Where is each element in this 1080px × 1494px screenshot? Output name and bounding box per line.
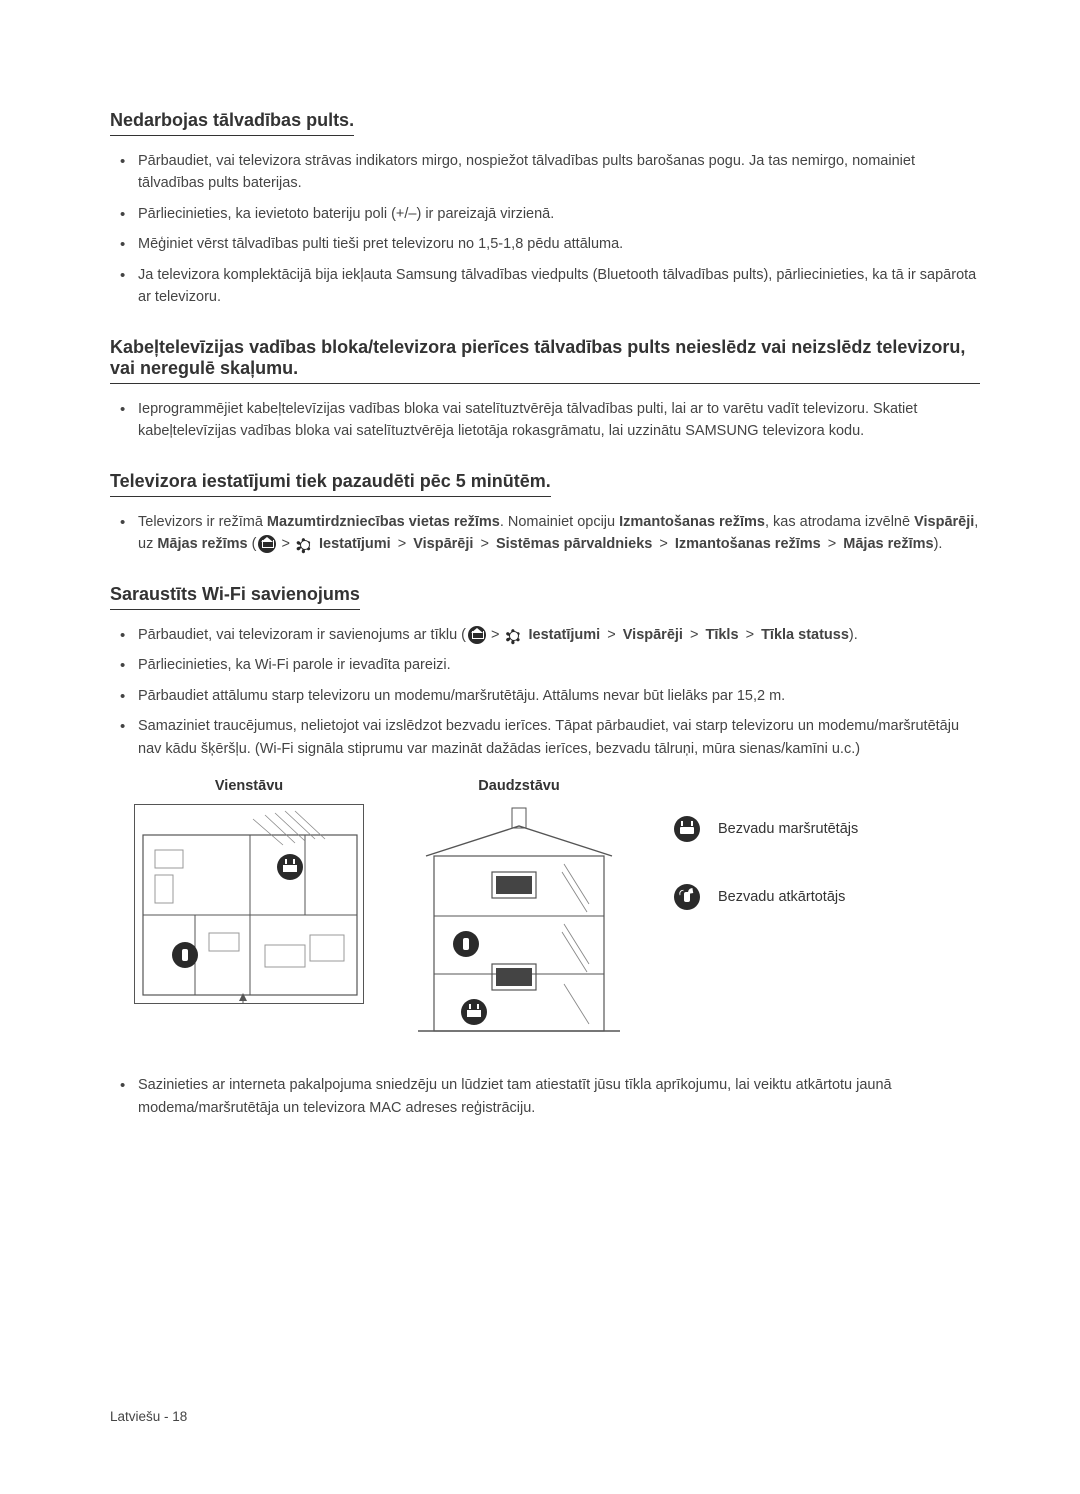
bold-text: Vispārēji [914,514,974,530]
bold-text: Mazumtirdzniecības vietas režīms [267,514,500,530]
building-svg [404,804,634,1039]
text: ). [934,536,943,552]
bullet-list: Ieprogrammējiet kabeļtelevīzijas vadības… [110,398,980,443]
diagrams-row: Vienstāvu [134,778,980,1044]
floorplan-svg [134,804,364,1004]
section-heading: Saraustīts Wi-Fi savienojums [110,584,360,610]
bold-text: Izmantošanas režīms [619,514,765,530]
separator: > [659,536,667,552]
separator: > [746,627,754,643]
list-item: Ja televizora komplektācijā bija iekļaut… [138,264,980,309]
list-item: Pārbaudiet attālumu starp televizoru un … [138,685,980,707]
text: . Nomainiet opciju [500,514,619,530]
legend-item: Bezvadu maršrutētājs [674,816,858,842]
text: Pārbaudiet, vai televizoram ir savienoju… [138,627,466,643]
nav-item: Vispārēji [413,536,473,552]
list-item: Pārbaudiet, vai televizora strāvas indik… [138,150,980,195]
single-story-diagram: Vienstāvu [134,778,364,1009]
page-footer: Latviešu - 18 [110,1409,187,1424]
gear-icon [504,626,522,644]
text: , kas atrodama izvēlnē [765,514,914,530]
separator: > [281,536,289,552]
multi-story-diagram: Daudzstāvu [404,778,634,1044]
nav-item: Sistēmas pārvaldnieks [496,536,652,552]
legend-label: Bezvadu maršrutētājs [718,821,858,837]
list-item: Mēģiniet vērst tālvadības pulti tieši pr… [138,233,980,255]
diagram-label: Vienstāvu [134,778,364,794]
bullet-list: Pārbaudiet, vai televizoram ir savienoju… [110,624,980,760]
legend-label: Bezvadu atkārtotājs [718,889,845,905]
wifi-section: Saraustīts Wi-Fi savienojums Pārbaudiet,… [110,584,980,1119]
section-heading: Kabeļtelevīzijas vadības bloka/televizor… [110,337,980,384]
legend-item: Bezvadu atkārtotājs [674,884,858,910]
list-item: Pārliecinieties, ka Wi-Fi parole ir ieva… [138,654,980,676]
router-icon [674,816,700,842]
text: ). [849,627,858,643]
bullet-list: Sazinieties ar interneta pakalpojuma sni… [110,1074,980,1119]
text: Televizors ir režīmā [138,514,267,530]
section-heading: Nedarbojas tālvadības pults. [110,110,354,136]
diagram-label: Daudzstāvu [404,778,634,794]
repeater-icon [674,884,700,910]
separator: > [398,536,406,552]
list-item: Samaziniet traucējumus, nelietojot vai i… [138,715,980,760]
nav-item: Iestatījumi [319,536,391,552]
bold-text: Mājas režīms [157,536,247,552]
list-item: Pārliecinieties, ka ievietoto bateriju p… [138,203,980,225]
nav-item: Izmantošanas režīms [675,536,821,552]
gear-icon [295,535,313,553]
separator: > [480,536,488,552]
nav-item: Tīkls [705,627,738,643]
remote-not-working-section: Nedarbojas tālvadības pults. Pārbaudiet,… [110,110,980,309]
cable-box-section: Kabeļtelevīzijas vadības bloka/televizor… [110,337,980,443]
separator: > [690,627,698,643]
list-item: Pārbaudiet, vai televizoram ir savienoju… [138,624,980,646]
section-heading: Televizora iestatījumi tiek pazaudēti pē… [110,471,551,497]
bullet-list: Televizors ir režīmā Mazumtirdzniecības … [110,511,980,556]
nav-item: Iestatījumi [529,627,601,643]
list-item: Ieprogrammējiet kabeļtelevīzijas vadības… [138,398,980,443]
separator: > [607,627,615,643]
text: ( [248,536,257,552]
list-item: Televizors ir režīmā Mazumtirdzniecības … [138,511,980,556]
nav-item: Vispārēji [623,627,683,643]
home-icon [468,626,486,644]
separator: > [491,627,499,643]
nav-item: Mājas režīms [843,536,933,552]
legend: Bezvadu maršrutētājs Bezvadu atkārtotājs [674,778,858,910]
list-item: Sazinieties ar interneta pakalpojuma sni… [138,1074,980,1119]
home-icon [258,535,276,553]
bullet-list: Pārbaudiet, vai televizora strāvas indik… [110,150,980,309]
nav-item: Tīkla statuss [761,627,849,643]
settings-lost-section: Televizora iestatījumi tiek pazaudēti pē… [110,471,980,556]
separator: > [828,536,836,552]
